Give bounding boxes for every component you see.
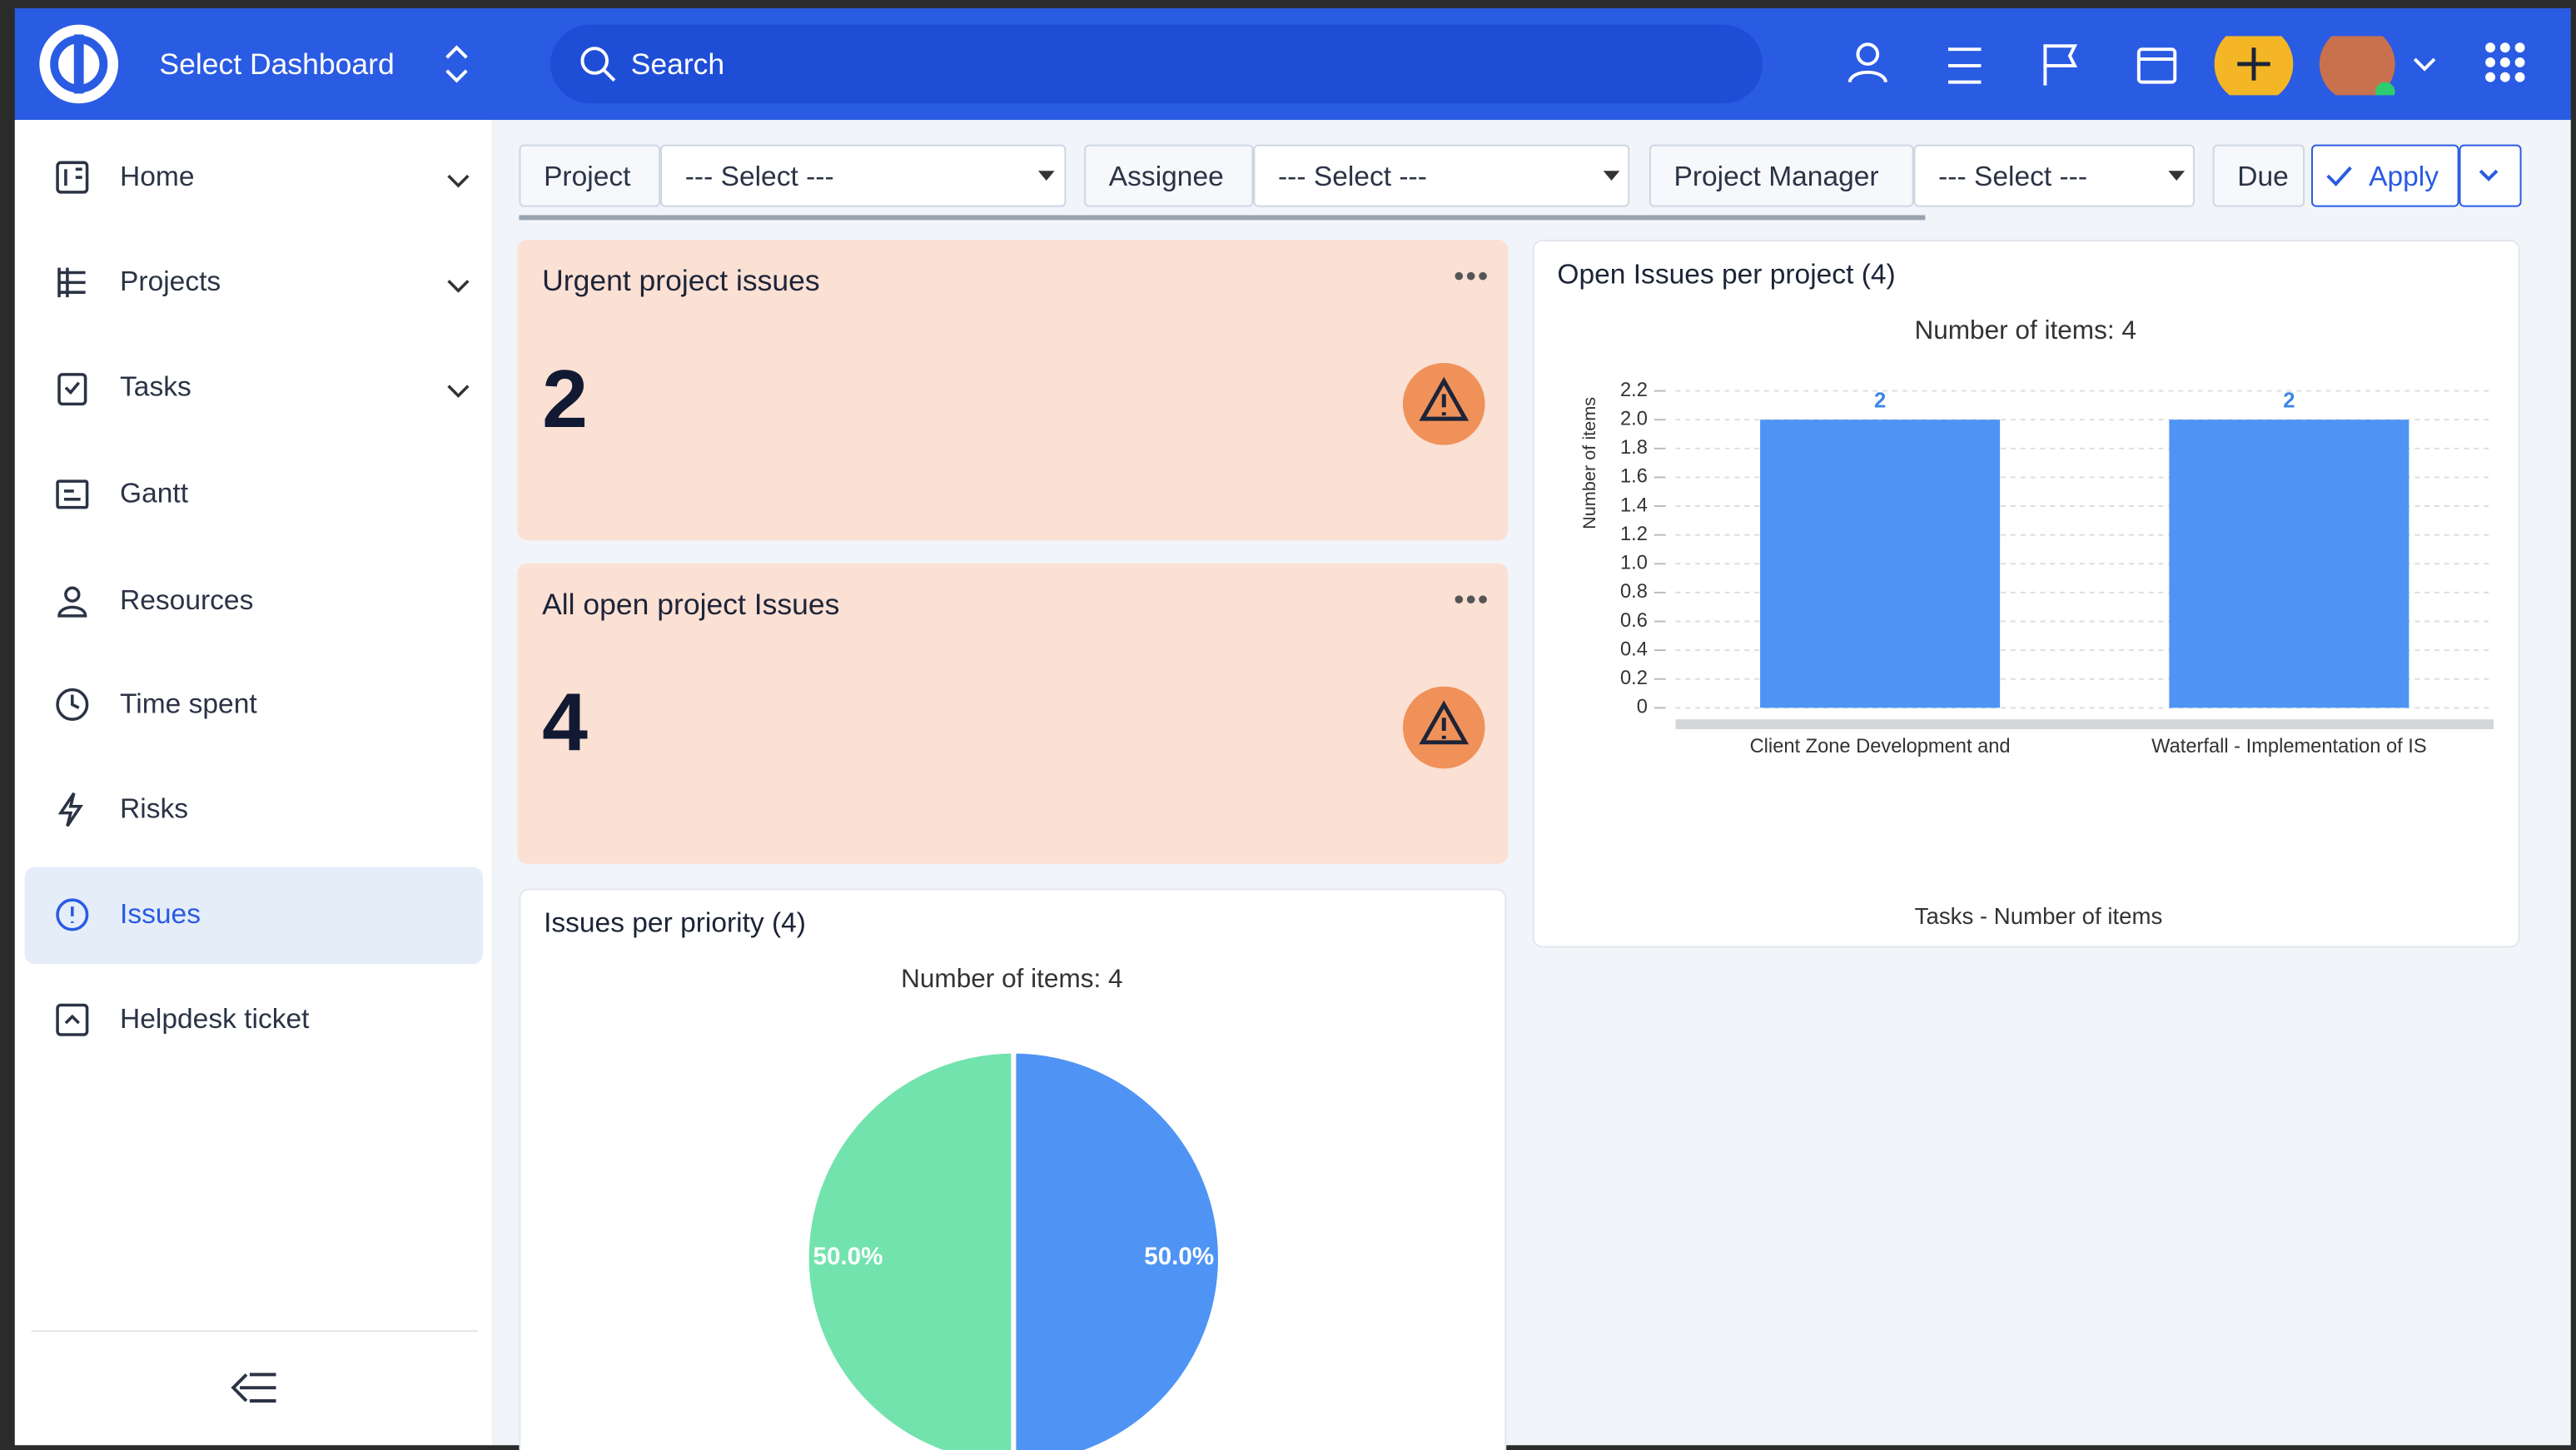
- pie-slice: [803, 1048, 1017, 1450]
- nav-item[interactable]: Gantt: [120, 478, 189, 509]
- y-tick-label: 0.6: [1620, 610, 1648, 632]
- chart-title: Issues per priority (4): [544, 908, 806, 939]
- data-label: 2: [1874, 389, 1886, 412]
- data-label: 50.0%: [1144, 1243, 1214, 1270]
- nav-icon: [52, 263, 92, 310]
- nav-icon: [52, 685, 92, 732]
- widget-card: [517, 563, 1509, 864]
- pie-slice: [1011, 1048, 1223, 1450]
- search-box[interactable]: [550, 24, 1763, 104]
- data-label: 2: [2283, 389, 2295, 412]
- nav-item[interactable]: Projects: [120, 266, 221, 298]
- y-tick-label: 0.4: [1620, 638, 1648, 660]
- nav-icon: [52, 474, 92, 522]
- filter-select[interactable]: --- Select ---: [1253, 144, 1630, 207]
- logo[interactable]: [36, 22, 122, 107]
- y-tick-label: 0.8: [1620, 581, 1648, 603]
- nav-item[interactable]: Risks: [120, 792, 189, 825]
- chart-subtitle: Number of items: 4: [901, 963, 1123, 993]
- active-item-bg: [24, 867, 484, 965]
- x-tick-label: Waterfall - Implementation of IS: [2151, 736, 2426, 757]
- y-tick-label: 1.0: [1620, 553, 1648, 574]
- widget-title: Urgent project issues: [542, 264, 820, 298]
- bar: [1760, 420, 2001, 708]
- widget-card: [517, 240, 1509, 541]
- widget-value: 2: [542, 353, 588, 445]
- nav-icon: [52, 1001, 92, 1048]
- y-tick-label: 1.4: [1620, 494, 1648, 516]
- filter-label: Due: [2212, 144, 2305, 207]
- nav-icon: [52, 157, 92, 205]
- y-tick-label: 0.2: [1620, 668, 1648, 689]
- nav-icon: [52, 581, 92, 628]
- axis-title: Number of items: [1579, 397, 1599, 529]
- apply-button[interactable]: Apply: [2311, 144, 2459, 207]
- y-tick-label: 2.2: [1620, 380, 1648, 401]
- y-tick-label: 0: [1637, 697, 1648, 718]
- nav-item[interactable]: Issues: [120, 898, 201, 930]
- filter-label: Assignee: [1084, 144, 1254, 207]
- filter-select[interactable]: --- Select ---: [1913, 144, 2195, 207]
- select-arrows: [445, 45, 468, 83]
- filter-label: Project Manager: [1649, 144, 1914, 207]
- nav-item[interactable]: Helpdesk ticket: [120, 1003, 310, 1035]
- expand-icon[interactable]: [447, 378, 470, 408]
- y-tick-label: 1.6: [1620, 466, 1648, 488]
- filter-label: Project: [519, 144, 661, 207]
- divider: [31, 1330, 479, 1333]
- y-tick-label: 1.8: [1620, 437, 1648, 459]
- collapse-icon[interactable]: [230, 1368, 279, 1408]
- header-icons[interactable]: [1840, 36, 2530, 96]
- nav-icon: [52, 790, 92, 837]
- warning-icons: [1402, 363, 1485, 769]
- search-placeholder: Search: [630, 47, 725, 81]
- x-axis: [1675, 719, 2494, 730]
- widget-title: All open project Issues: [542, 588, 840, 621]
- dashboard-select[interactable]: Select Dashboard: [159, 47, 395, 81]
- bar: [2169, 420, 2409, 708]
- sidebar: [14, 120, 493, 1446]
- axis-title: Tasks - Number of items: [1915, 903, 2163, 929]
- chart-title: Open Issues per project (4): [1557, 259, 1895, 290]
- nav-item[interactable]: Resources: [120, 584, 254, 616]
- data-label: 50.0%: [813, 1243, 883, 1270]
- nav-item[interactable]: Time spent: [120, 688, 257, 720]
- more-menu[interactable]: •••: [1454, 583, 1490, 616]
- chart-subtitle: Number of items: 4: [1914, 315, 2136, 345]
- widget-value: 4: [542, 676, 588, 769]
- nav-item[interactable]: Home: [120, 161, 195, 192]
- filter-icons: [1037, 166, 2499, 186]
- expand-icon[interactable]: [447, 167, 470, 197]
- y-tick-label: 2.0: [1620, 408, 1648, 430]
- scrollbar: [519, 215, 1926, 221]
- y-tick-label: 1.2: [1620, 524, 1648, 545]
- x-tick-label: Client Zone Development and: [1750, 736, 2011, 757]
- more-menu[interactable]: •••: [1454, 259, 1490, 293]
- search-icon: [580, 47, 616, 82]
- nav-icon: [52, 895, 92, 942]
- filter-select[interactable]: --- Select ---: [660, 144, 1067, 207]
- nav-item[interactable]: Tasks: [120, 370, 191, 403]
- nav-icon: [52, 368, 92, 415]
- expand-icon[interactable]: [447, 273, 470, 303]
